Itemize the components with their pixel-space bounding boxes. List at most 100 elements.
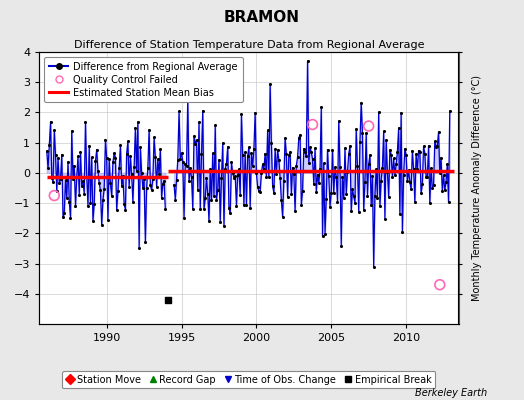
Point: [352, 126, 361, 132]
Point: [42, 148, 51, 154]
Point: [135, 244, 143, 251]
Point: [56, 176, 64, 182]
Point: [266, 80, 274, 87]
Point: [439, 172, 447, 178]
Point: [342, 191, 351, 197]
Point: [399, 172, 408, 178]
Point: [297, 202, 305, 208]
Point: [366, 152, 374, 158]
Point: [205, 218, 213, 224]
Point: [193, 187, 202, 193]
Point: [248, 163, 257, 169]
Point: [124, 138, 132, 145]
Point: [350, 193, 358, 200]
Point: [245, 144, 253, 151]
Point: [347, 208, 355, 215]
Point: [252, 170, 260, 176]
Point: [105, 156, 113, 162]
Point: [307, 149, 315, 156]
Point: [215, 156, 223, 163]
Point: [181, 161, 190, 168]
Point: [231, 173, 239, 179]
Point: [327, 190, 335, 196]
Point: [353, 163, 362, 170]
Point: [123, 150, 131, 157]
Point: [370, 193, 379, 199]
Point: [435, 282, 444, 288]
Point: [55, 180, 63, 187]
Point: [195, 119, 203, 125]
Point: [126, 153, 135, 160]
Point: [141, 239, 149, 246]
Point: [114, 188, 122, 195]
Point: [376, 203, 384, 210]
Point: [443, 161, 452, 168]
Point: [81, 118, 90, 125]
Point: [348, 186, 357, 192]
Point: [201, 195, 210, 202]
Point: [401, 146, 409, 152]
Point: [310, 181, 318, 188]
Point: [383, 168, 391, 175]
Point: [146, 182, 155, 188]
Point: [419, 143, 428, 150]
Point: [314, 180, 323, 186]
Point: [183, 95, 192, 102]
Point: [444, 199, 453, 206]
Point: [79, 178, 87, 184]
Point: [237, 111, 246, 118]
Point: [276, 175, 285, 181]
Point: [333, 198, 342, 205]
Point: [89, 218, 97, 224]
Point: [160, 178, 168, 184]
Point: [403, 178, 411, 184]
Point: [208, 197, 216, 203]
Point: [170, 182, 178, 188]
Point: [130, 164, 138, 170]
Point: [275, 157, 283, 164]
Point: [408, 148, 417, 154]
Point: [177, 150, 185, 156]
Point: [318, 233, 326, 240]
Point: [372, 166, 380, 172]
Point: [58, 151, 66, 158]
Point: [385, 194, 393, 200]
Point: [250, 146, 258, 153]
Point: [244, 153, 252, 159]
Point: [113, 207, 121, 213]
Point: [377, 178, 385, 184]
Point: [278, 214, 287, 220]
Point: [365, 161, 373, 167]
Point: [330, 190, 338, 196]
Point: [117, 182, 126, 189]
Point: [151, 154, 159, 161]
Point: [260, 166, 268, 172]
Point: [358, 130, 367, 137]
Point: [182, 163, 191, 169]
Point: [357, 99, 365, 106]
Point: [62, 194, 71, 201]
Point: [68, 128, 76, 134]
Point: [268, 183, 277, 189]
Point: [213, 187, 222, 194]
Point: [323, 146, 332, 153]
Point: [286, 149, 294, 155]
Point: [50, 192, 59, 199]
Point: [84, 202, 92, 209]
Point: [272, 171, 280, 177]
Point: [331, 164, 339, 171]
Point: [270, 190, 278, 196]
Point: [247, 150, 256, 156]
Point: [149, 176, 157, 182]
Point: [433, 142, 442, 149]
Point: [271, 146, 279, 152]
Point: [343, 169, 352, 175]
Point: [61, 177, 70, 184]
Point: [378, 164, 387, 171]
Point: [230, 174, 238, 181]
Point: [308, 121, 316, 128]
Point: [256, 188, 264, 195]
Point: [375, 109, 383, 115]
Point: [290, 170, 298, 177]
Point: [136, 144, 145, 150]
